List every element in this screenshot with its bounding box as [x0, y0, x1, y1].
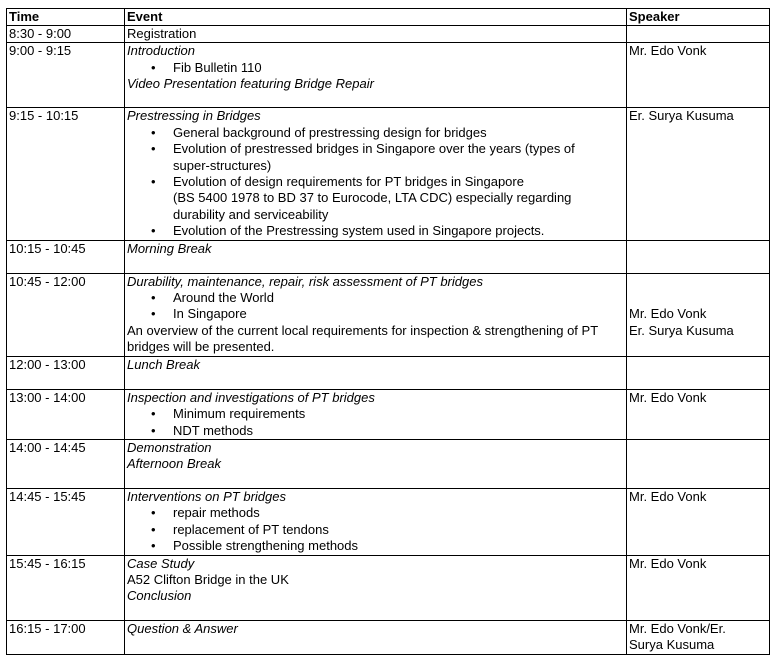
time-cell: 10:45 - 12:00: [6, 272, 125, 357]
time-cell: 12:00 - 13:00: [6, 355, 125, 390]
header-row: Time Event Speaker: [6, 8, 770, 26]
time-cell: 15:45 - 16:15: [6, 554, 125, 621]
header-time: Time: [6, 8, 125, 26]
event-line: Registration: [127, 26, 197, 41]
table-row: 16:15 - 17:00 Question & Answer Mr. Edo Vo…: [6, 619, 770, 655]
speaker-cell: [626, 24, 770, 44]
speaker-cell: [626, 355, 770, 390]
speaker-name: Mr. Edo Vonk/Er. Surya Kusuma: [629, 620, 726, 652]
event-line: Lunch Break: [127, 356, 200, 372]
table-row: 10:45 - 12:00 Durability, maintenance, re…: [6, 272, 770, 357]
event-line: Case Study: [127, 555, 195, 571]
event-cell: Registration: [124, 24, 627, 44]
speaker-name: Mr. Edo Vonk: [629, 555, 707, 571]
table-row: 10:15 - 10:45 Morning Break: [6, 239, 770, 274]
bullet-item: repair methods: [127, 505, 624, 522]
event-cell: Case Study A52 Clifton Bridge in the UK Co…: [124, 554, 627, 621]
speaker-cell: Mr. Edo Vonk: [626, 388, 770, 440]
bullet-item: replacement of PT tendons: [127, 522, 624, 539]
speaker-cell: Mr. Edo Vonk Er. Surya Kusuma: [626, 272, 770, 357]
event-line: Prestressing in Bridges: [127, 108, 261, 124]
event-line: Durability, maintenance, repair, risk as…: [127, 273, 483, 289]
event-cell: Prestressing in BridgesGeneral backgroun…: [124, 107, 627, 241]
speaker-cell: Mr. Edo Vonk: [626, 487, 770, 556]
event-line: Introduction: [127, 43, 195, 59]
speaker-name: Mr. Edo Vonk: [629, 306, 707, 322]
speaker-name: Mr. Edo Vonk: [629, 389, 707, 405]
speaker-cell: Mr. Edo Vonk/Er. Surya Kusuma: [626, 619, 770, 655]
table-row: 13:00 - 14:00 Inspection and investigatio…: [6, 388, 770, 440]
time-cell: 9:00 - 9:15: [6, 42, 125, 109]
speaker-name: Er. Surya Kusuma: [629, 322, 734, 338]
agenda-table: Time Event Speaker 8:30 - 9:00 Registrati…: [6, 8, 770, 655]
speaker-cell: Mr. Edo Vonk: [626, 42, 770, 109]
bullet-item: Evolution of design requirements for PT …: [127, 174, 624, 223]
table-row: 12:00 - 13:00 Lunch Break: [6, 355, 770, 390]
speaker-name: Er. Surya Kusuma: [629, 108, 734, 124]
table-row: 14:00 - 14:45 Demonstration Afternoon Brea…: [6, 438, 770, 489]
table-row: 15:45 - 16:15 Case Study A52 Clifton Bridg…: [6, 554, 770, 621]
speaker-cell: Er. Surya Kusuma: [626, 107, 770, 241]
event-cell: Question & Answer: [124, 619, 627, 655]
bullet-item: General background of prestressing desig…: [127, 125, 624, 142]
event-cell: Morning Break: [124, 239, 627, 274]
table-row: 14:45 - 15:45 Interventions on PT bridges…: [6, 487, 770, 556]
event-line: Conclusion: [127, 588, 192, 604]
event-line: A52 Clifton Bridge in the UK: [127, 571, 289, 587]
event-line: Question & Answer: [127, 620, 238, 636]
speaker-name: [629, 274, 767, 290]
event-cell: Interventions on PT bridgesrepair method…: [124, 487, 627, 556]
speaker-name: Mr. Edo Vonk: [629, 43, 707, 59]
header-speaker: Speaker: [626, 8, 770, 26]
event-line: Video Presentation featuring Bridge Repa…: [127, 76, 374, 92]
bullet-item: Evolution of the Prestressing system use…: [127, 223, 624, 239]
event-line: Morning Break: [127, 240, 212, 256]
speaker-cell: [626, 438, 770, 489]
speaker-name: Mr. Edo Vonk: [629, 488, 707, 504]
event-line: Inspection and investigations of PT brid…: [127, 389, 375, 405]
event-cell: Inspection and investigations of PT brid…: [124, 388, 627, 440]
header-event: Event: [124, 8, 627, 26]
speaker-name: [629, 290, 767, 306]
time-cell: 16:15 - 17:00: [6, 619, 125, 655]
time-cell: 10:15 - 10:45: [6, 239, 125, 274]
time-cell: 9:15 - 10:15: [6, 107, 125, 241]
event-line: Interventions on PT bridges: [127, 488, 286, 504]
event-cell: Lunch Break: [124, 355, 627, 390]
event-line: An overview of the current local require…: [127, 322, 599, 355]
bullet-item: Evolution of prestressed bridges in Sing…: [127, 141, 624, 174]
speaker-cell: [626, 239, 770, 274]
time-cell: 8:30 - 9:00: [6, 24, 125, 44]
event-cell: Demonstration Afternoon Break: [124, 438, 627, 489]
bullet-item: In Singapore: [127, 306, 624, 323]
event-line: Afternoon Break: [127, 456, 221, 472]
bullet-item: Fib Bulletin 110: [127, 60, 624, 77]
bullet-item: Possible strengthening methods: [127, 538, 624, 554]
time-cell: 14:45 - 15:45: [6, 487, 125, 556]
event-line: Demonstration: [127, 439, 212, 455]
bullet-item: Around the World: [127, 290, 624, 307]
time-cell: 13:00 - 14:00: [6, 388, 125, 440]
bullet-item: NDT methods: [127, 423, 624, 439]
time-cell: 14:00 - 14:45: [6, 438, 125, 489]
bullet-item: Minimum requirements: [127, 406, 624, 423]
event-cell: Durability, maintenance, repair, risk as…: [124, 272, 627, 357]
table-row: 9:00 - 9:15IntroductionFib Bulletin 110V…: [6, 42, 770, 109]
table-row: 8:30 - 9:00 Registration: [6, 24, 770, 44]
speaker-cell: Mr. Edo Vonk: [626, 554, 770, 621]
